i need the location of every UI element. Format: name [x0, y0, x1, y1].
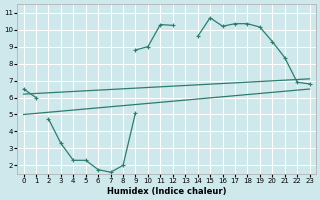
- X-axis label: Humidex (Indice chaleur): Humidex (Indice chaleur): [107, 187, 226, 196]
